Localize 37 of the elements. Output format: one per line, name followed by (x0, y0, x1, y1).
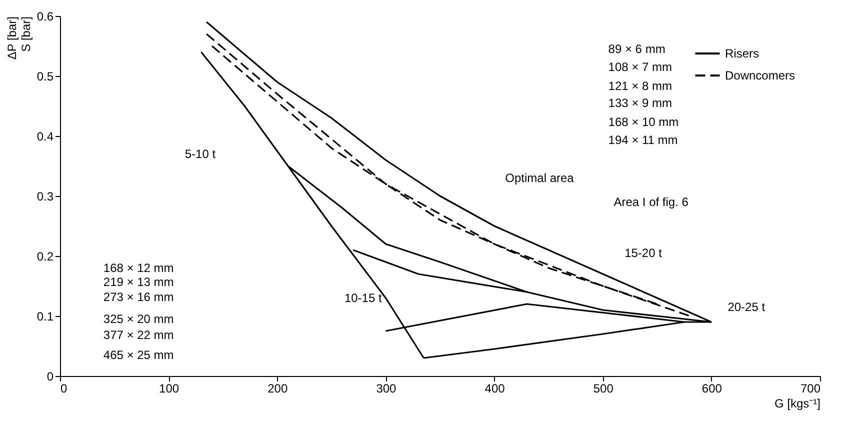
annotation: 219 × 13 mm (103, 274, 174, 289)
x-tick-label: 0 (60, 382, 68, 396)
annotation: Optimal area (505, 171, 574, 185)
x-axis-title: G [kgs⁻¹] (774, 396, 820, 410)
x-tick-label: 100 (159, 382, 180, 396)
annotation: 20-25 t (728, 300, 766, 314)
x-tick-label: 400 (484, 382, 506, 396)
y-tick-label: 0.2 (36, 250, 54, 264)
annotation: 133 × 9 mm (608, 96, 672, 110)
annotation: Area I of fig. 6 (614, 195, 689, 209)
x-tick-label: 300 (376, 382, 397, 396)
annotation: 273 × 16 mm (103, 290, 174, 304)
annotation: 15-20 t (624, 246, 663, 260)
x-tick-label: 500 (593, 382, 614, 396)
x-tick-label: 600 (702, 382, 722, 396)
annotation: 325 × 20 mm (103, 312, 174, 326)
y-tick-label: 0.5 (36, 70, 54, 84)
y-tick-label: 0.3 (36, 190, 54, 204)
y-tick-label: 0 (46, 370, 54, 384)
y-axis-title: ΔP [bar] S [bar] (4, 16, 33, 60)
annotation: 168 × 12 mm (103, 261, 174, 275)
y-tick-label: 0.1 (36, 310, 54, 324)
annotation: 194 × 11 mm (608, 133, 678, 148)
annotation: 10-15 t (344, 291, 382, 305)
x-tick-label: 200 (268, 382, 288, 396)
x-tick-label: 700 (800, 382, 821, 396)
annotation: 121 × 8 mm (608, 79, 672, 94)
annotation: 89 × 6 mm (608, 42, 666, 56)
legend-label: Risers (725, 46, 760, 60)
y-tick-label: 0.4 (36, 130, 54, 144)
annotation: 377 × 22 mm (103, 328, 174, 342)
annotation: 108 × 7 mm (608, 60, 672, 74)
legend-label: Downcomers (725, 68, 796, 82)
annotation: 5-10 t (184, 147, 216, 161)
annotation: 168 × 10 mm (608, 115, 679, 130)
y-tick-label: 0.6 (36, 10, 54, 24)
annotation: 465 × 25 mm (103, 348, 174, 362)
